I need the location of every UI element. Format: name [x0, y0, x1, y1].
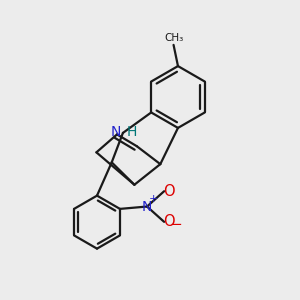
Text: O: O	[163, 184, 175, 199]
Text: N: N	[142, 200, 152, 214]
Text: O: O	[163, 214, 175, 229]
Text: CH₃: CH₃	[164, 33, 183, 43]
Text: H: H	[127, 125, 137, 139]
Text: −: −	[169, 217, 182, 232]
Text: +: +	[149, 194, 158, 204]
Text: N: N	[111, 125, 122, 139]
